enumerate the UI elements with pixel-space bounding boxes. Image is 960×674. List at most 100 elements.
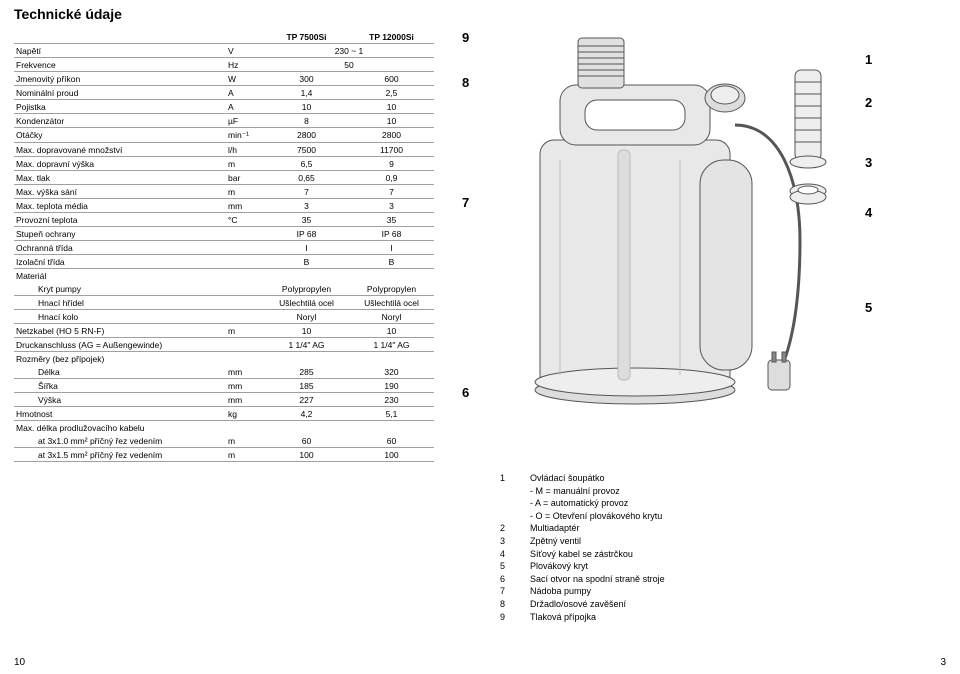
param-cell: Nominální proud bbox=[14, 86, 226, 100]
value-cell-a: 3 bbox=[264, 199, 349, 213]
value-cell-a: 10 bbox=[264, 100, 349, 114]
col-model-2: TP 12000Si bbox=[349, 30, 434, 44]
value-cell-a: 185 bbox=[264, 379, 349, 393]
col-unit bbox=[226, 30, 264, 44]
param-cell: Provozní teplota bbox=[14, 213, 226, 227]
param-cell: Jmenovitý příkon bbox=[14, 72, 226, 86]
param-cell: Max. dopravní výška bbox=[14, 157, 226, 171]
legend-text: Ovládací šoupátko bbox=[530, 472, 605, 485]
unit-cell: mm bbox=[226, 199, 264, 213]
legend-number: 4 bbox=[500, 548, 530, 561]
legend-number: 1 bbox=[500, 472, 530, 485]
param-cell: at 3x1.5 mm² příčný řez vedením bbox=[14, 448, 226, 462]
value-cell-b: 1 1/4" AG bbox=[349, 338, 434, 352]
legend-row: 1Ovládací šoupátko bbox=[500, 472, 665, 485]
section-label: Materiál bbox=[14, 269, 434, 283]
value-cell-b: 60 bbox=[349, 434, 434, 448]
value-cell: 50 bbox=[264, 58, 434, 72]
param-cell: Ochranná třída bbox=[14, 241, 226, 255]
value-cell-b: 10 bbox=[349, 324, 434, 338]
value-cell-a: 2800 bbox=[264, 128, 349, 143]
param-cell: Pojistka bbox=[14, 100, 226, 114]
unit-cell: µF bbox=[226, 114, 264, 128]
legend-number: 8 bbox=[500, 598, 530, 611]
legend-list: 1Ovládací šoupátko- M = manuální provoz-… bbox=[500, 472, 665, 623]
unit-cell bbox=[226, 296, 264, 310]
section-label: Max. délka prodlužovacího kabelu bbox=[14, 421, 434, 435]
param-cell: Max. teplota média bbox=[14, 199, 226, 213]
legend-row: 6Sací otvor na spodní straně stroje bbox=[500, 573, 665, 586]
callout-number: 1 bbox=[865, 52, 872, 67]
callout-number: 2 bbox=[865, 95, 872, 110]
unit-cell bbox=[226, 282, 264, 296]
callout-number: 7 bbox=[462, 195, 469, 210]
legend-subitem: - O = Otevření plovákového krytu bbox=[500, 510, 665, 523]
legend-number: 2 bbox=[500, 522, 530, 535]
value-cell-a: 227 bbox=[264, 393, 349, 407]
legend-text: Multiadaptér bbox=[530, 522, 580, 535]
unit-cell: kg bbox=[226, 407, 264, 421]
param-cell: Délka bbox=[14, 365, 226, 379]
unit-cell: m bbox=[226, 157, 264, 171]
value-cell-b: 2800 bbox=[349, 128, 434, 143]
page-number-left: 10 bbox=[14, 657, 25, 668]
param-cell: Druckanschluss (AG = Außengewinde) bbox=[14, 338, 226, 352]
value-cell-b: I bbox=[349, 241, 434, 255]
value-cell-b: 10 bbox=[349, 100, 434, 114]
value-cell-b: 10 bbox=[349, 114, 434, 128]
value-cell-a: 1,4 bbox=[264, 86, 349, 100]
unit-cell: mm bbox=[226, 393, 264, 407]
value-cell-b: 35 bbox=[349, 213, 434, 227]
unit-cell: bar bbox=[226, 171, 264, 185]
value-cell-a: 10 bbox=[264, 324, 349, 338]
value-cell-a: 60 bbox=[264, 434, 349, 448]
legend-text: Tlaková přípojka bbox=[530, 611, 596, 624]
param-cell: Frekvence bbox=[14, 58, 226, 72]
param-cell: Šířka bbox=[14, 379, 226, 393]
value-cell-b: 0,9 bbox=[349, 171, 434, 185]
value-cell-b: Polypropylen bbox=[349, 282, 434, 296]
legend-text: Držadlo/osové zavěšení bbox=[530, 598, 626, 611]
value-cell-a: 100 bbox=[264, 448, 349, 462]
unit-cell: m bbox=[226, 434, 264, 448]
unit-cell bbox=[226, 241, 264, 255]
legend-text: Zpětný ventil bbox=[530, 535, 581, 548]
specification-table: TP 7500Si TP 12000Si NapětíV230 ~ 1Frekv… bbox=[14, 30, 434, 462]
legend-text: Síťový kabel se zástrčkou bbox=[530, 548, 633, 561]
unit-cell: Hz bbox=[226, 58, 264, 72]
param-cell: Stupeň ochrany bbox=[14, 227, 226, 241]
unit-cell: min⁻¹ bbox=[226, 128, 264, 143]
unit-cell bbox=[226, 227, 264, 241]
legend-number: 6 bbox=[500, 573, 530, 586]
unit-cell: m bbox=[226, 448, 264, 462]
unit-cell: mm bbox=[226, 365, 264, 379]
legend-row: 2Multiadaptér bbox=[500, 522, 665, 535]
param-cell: Hnací hřídel bbox=[14, 296, 226, 310]
value-cell-a: 35 bbox=[264, 213, 349, 227]
param-cell: Otáčky bbox=[14, 128, 226, 143]
callout-number: 9 bbox=[462, 30, 469, 45]
param-cell: Hnací kolo bbox=[14, 310, 226, 324]
value-cell-a: 8 bbox=[264, 114, 349, 128]
value-cell-b: IP 68 bbox=[349, 227, 434, 241]
value-cell-b: Ušlechtilá ocel bbox=[349, 296, 434, 310]
value-cell-b: 320 bbox=[349, 365, 434, 379]
param-cell: Izolační třída bbox=[14, 255, 226, 269]
page-title: Technické údaje bbox=[14, 6, 122, 22]
unit-cell: A bbox=[226, 100, 264, 114]
value-cell-a: 4,2 bbox=[264, 407, 349, 421]
unit-cell: l/h bbox=[226, 143, 264, 157]
unit-cell: W bbox=[226, 72, 264, 86]
param-cell: Max. tlak bbox=[14, 171, 226, 185]
value-cell-b: 7 bbox=[349, 185, 434, 199]
legend-number: 5 bbox=[500, 560, 530, 573]
param-cell: Max. výška sání bbox=[14, 185, 226, 199]
param-cell: Netzkabel (HO 5 RN-F) bbox=[14, 324, 226, 338]
legend-number: 9 bbox=[500, 611, 530, 624]
param-cell: at 3x1.0 mm² příčný řez vedením bbox=[14, 434, 226, 448]
col-model-1: TP 7500Si bbox=[264, 30, 349, 44]
legend-row: 9Tlaková přípojka bbox=[500, 611, 665, 624]
legend-row: 4Síťový kabel se zástrčkou bbox=[500, 548, 665, 561]
legend-row: 8Držadlo/osové zavěšení bbox=[500, 598, 665, 611]
legend-text: Sací otvor na spodní straně stroje bbox=[530, 573, 665, 586]
